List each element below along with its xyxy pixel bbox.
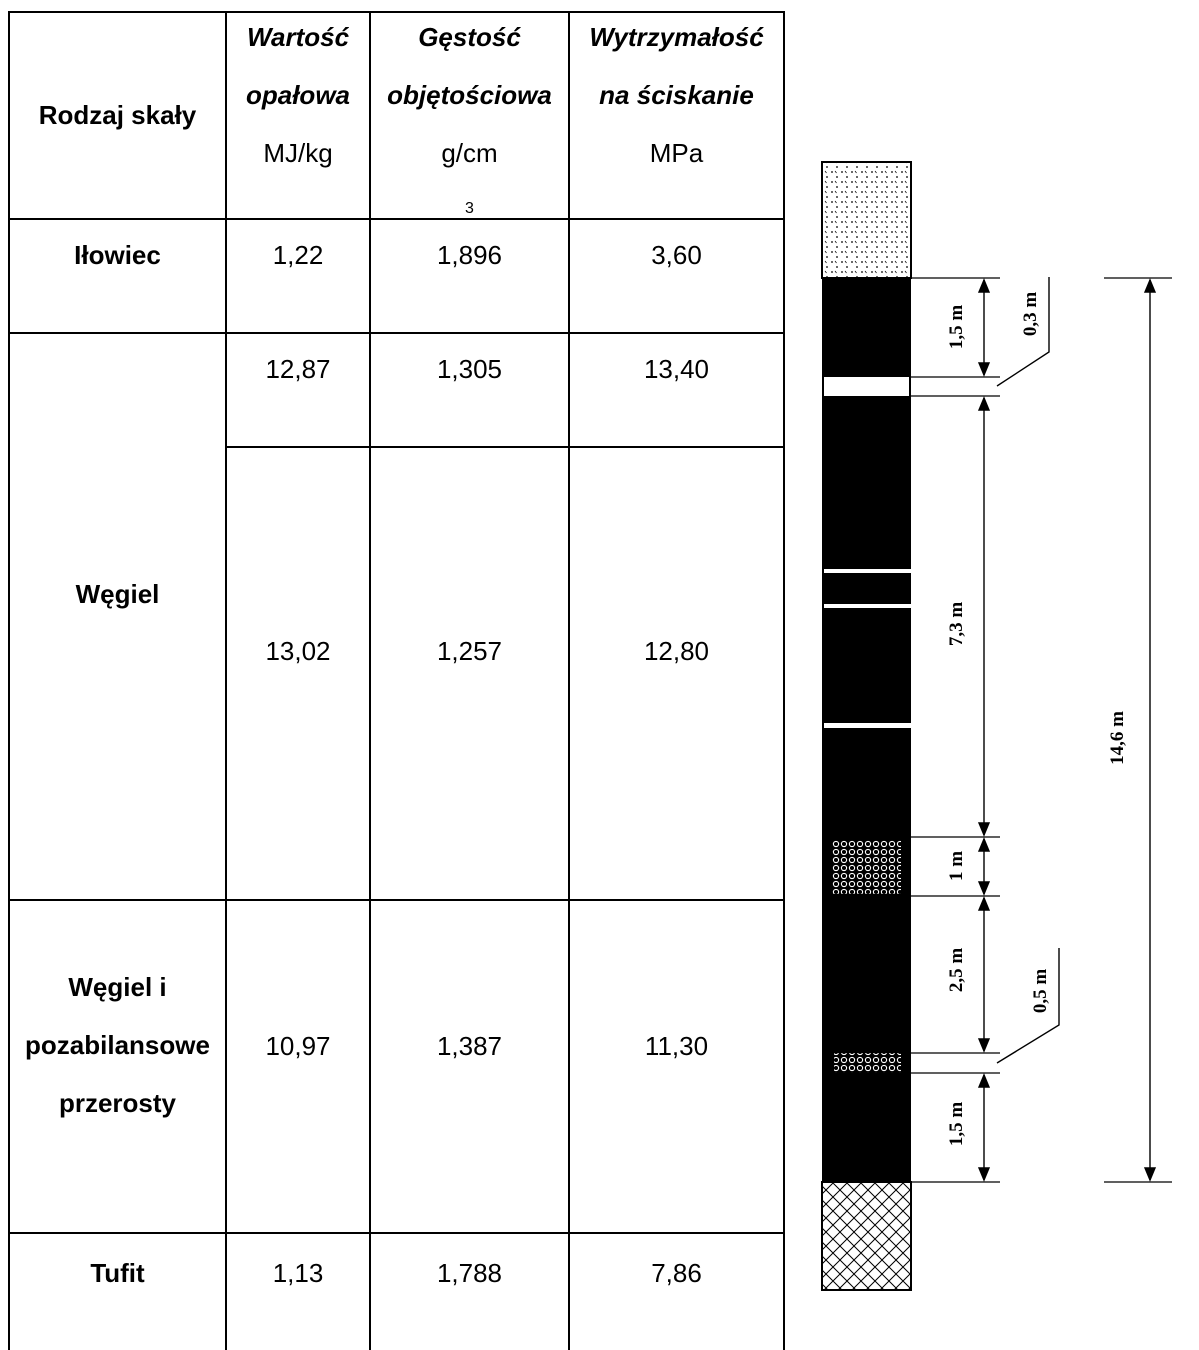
row-border-4 bbox=[8, 1232, 784, 1234]
row-border-2 bbox=[226, 446, 784, 448]
col-border-3 bbox=[568, 11, 570, 1350]
header-calorific-line1: Wartość bbox=[246, 22, 350, 52]
dim-label-2: 0,3 m bbox=[1020, 292, 1041, 337]
header-density-unit: g/cm 3 bbox=[441, 124, 497, 240]
header-strength: Wytrzymałość na ściskanie MPa bbox=[570, 8, 783, 218]
coal-a-strength: 13,40 bbox=[643, 353, 710, 384]
profile-coal-seam bbox=[822, 278, 911, 1182]
coal-a-density: 1,305 bbox=[436, 353, 503, 384]
claystone-calorific: 1,22 bbox=[272, 239, 324, 270]
claystone-density: 1,896 bbox=[436, 239, 503, 270]
dim-label-3: 7,3 m bbox=[946, 602, 967, 647]
header-calorific: Wartość opałowa MJ/kg bbox=[227, 8, 369, 218]
coal-b-calorific: 13,02 bbox=[265, 635, 331, 666]
coal-a-calorific: 12,87 bbox=[265, 353, 331, 384]
profile-intergrowth-2 bbox=[834, 1053, 901, 1073]
header-bottom-border bbox=[8, 218, 784, 220]
coal-b-density: 1,257 bbox=[436, 635, 503, 666]
claystone-strength: 3,60 bbox=[651, 239, 702, 270]
rock-claystone: Iłowiec bbox=[74, 239, 161, 270]
intergrowths-strength: 11,30 bbox=[644, 1030, 709, 1061]
rock-coal-with-intergrowths-line2: pozabilansowe bbox=[25, 1030, 210, 1060]
profile-parting-thin-1 bbox=[824, 569, 911, 573]
header-calorific-unit: MJ/kg bbox=[263, 138, 333, 168]
profile-claystone-layer bbox=[821, 161, 912, 279]
rock-coal: Węgiel bbox=[75, 578, 160, 609]
dim-label-total: 14,6 m bbox=[1107, 711, 1128, 765]
header-density-unit-base: g/cm bbox=[441, 138, 498, 168]
header-density-line2: objętościowa bbox=[387, 80, 552, 110]
dim-label-6: 0,5 m bbox=[1030, 969, 1051, 1014]
coal-b-strength: 12,80 bbox=[643, 635, 710, 666]
row-border-1 bbox=[8, 332, 784, 334]
row-border-3 bbox=[8, 899, 784, 901]
profile-tuffite-layer bbox=[821, 1181, 912, 1291]
profile-parting-top bbox=[824, 377, 909, 396]
rock-coal-with-intergrowths: Węgiel i pozabilansowe przerosty bbox=[10, 958, 225, 1138]
tuffite-density: 1,788 bbox=[436, 1257, 503, 1288]
dim-label-7: 1,5 m bbox=[946, 1102, 967, 1147]
header-calorific-line2: opałowa bbox=[245, 80, 350, 110]
table-top-border bbox=[8, 11, 784, 13]
header-density: Gęstość objętościowa g/cm 3 bbox=[371, 8, 568, 218]
profile-parting-thin-3 bbox=[824, 723, 911, 728]
rock-tuffite: Tufit bbox=[90, 1257, 145, 1288]
col-border-1 bbox=[225, 11, 227, 1350]
intergrowths-calorific: 10,97 bbox=[265, 1030, 331, 1061]
dim-label-4: 1 m bbox=[946, 851, 967, 881]
dim-label-5: 2,5 m bbox=[946, 948, 967, 993]
tuffite-strength: 7,86 bbox=[651, 1257, 702, 1288]
profile-intergrowth-1 bbox=[832, 840, 901, 894]
header-rock-type: Rodzaj skały bbox=[10, 13, 225, 218]
tuffite-calorific: 1,13 bbox=[272, 1257, 324, 1288]
col-border-0 bbox=[8, 11, 10, 1350]
intergrowths-density: 1,387 bbox=[436, 1030, 503, 1061]
header-density-line1: Gęstość bbox=[418, 22, 521, 52]
dim-label-1: 1,5 m bbox=[946, 305, 967, 350]
rock-coal-with-intergrowths-line3: przerosty bbox=[58, 1088, 177, 1118]
profile-parting-thin-2 bbox=[824, 604, 911, 608]
col-border-2 bbox=[369, 11, 371, 1350]
header-strength-line2: na ściskanie bbox=[599, 80, 754, 110]
header-rock-type-label: Rodzaj skały bbox=[38, 100, 197, 130]
rock-coal-with-intergrowths-line1: Węgiel i bbox=[68, 972, 167, 1002]
header-strength-line1: Wytrzymałość bbox=[589, 22, 764, 52]
col-border-4 bbox=[783, 11, 785, 1350]
header-strength-unit: MPa bbox=[649, 138, 704, 168]
header-density-unit-sup: 3 bbox=[465, 200, 474, 217]
